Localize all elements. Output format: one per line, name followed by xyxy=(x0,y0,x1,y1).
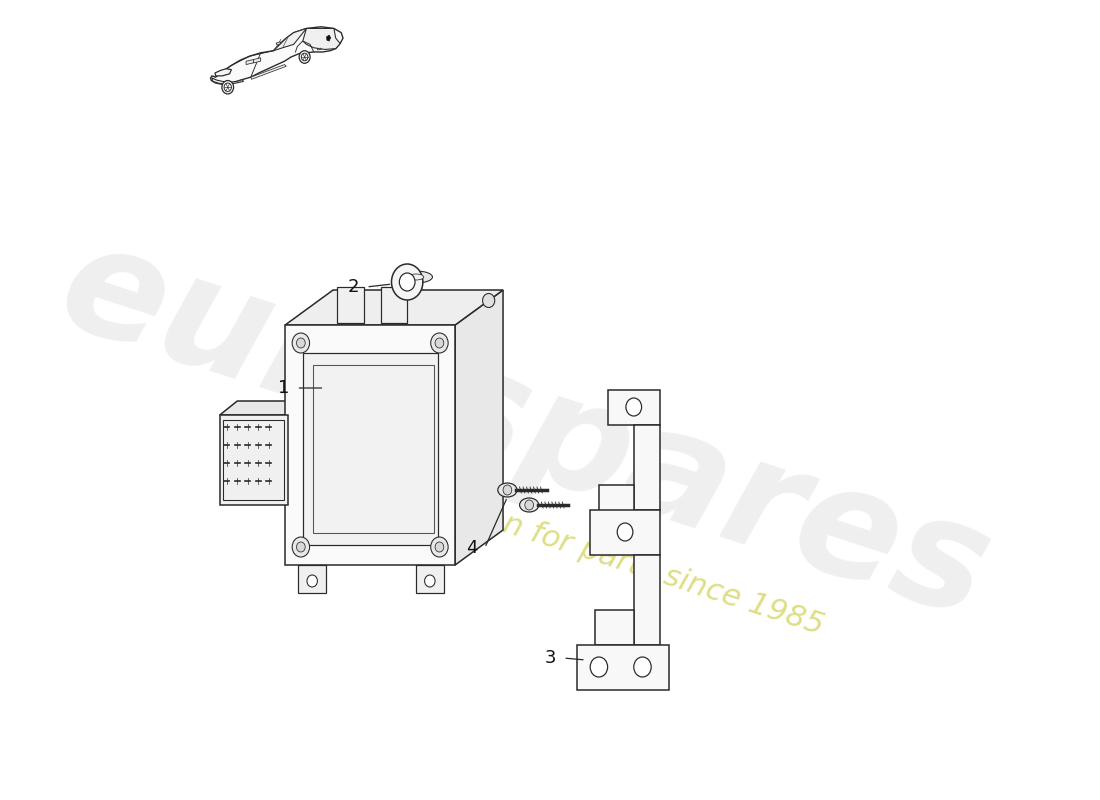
Polygon shape xyxy=(298,565,326,593)
Polygon shape xyxy=(302,353,438,545)
Polygon shape xyxy=(253,58,261,63)
Polygon shape xyxy=(212,78,243,84)
Circle shape xyxy=(483,294,495,307)
Polygon shape xyxy=(220,401,305,415)
Circle shape xyxy=(222,81,233,94)
Circle shape xyxy=(431,537,448,557)
Polygon shape xyxy=(214,69,231,76)
Polygon shape xyxy=(634,425,660,510)
Polygon shape xyxy=(302,29,340,50)
Polygon shape xyxy=(274,29,307,50)
Circle shape xyxy=(634,657,651,677)
Polygon shape xyxy=(210,26,343,84)
Circle shape xyxy=(503,485,512,495)
Polygon shape xyxy=(598,485,634,520)
Ellipse shape xyxy=(519,498,539,512)
Circle shape xyxy=(297,542,305,552)
Circle shape xyxy=(224,83,231,91)
Circle shape xyxy=(297,338,305,348)
Polygon shape xyxy=(220,415,288,505)
Circle shape xyxy=(525,500,533,510)
Polygon shape xyxy=(416,565,443,593)
Ellipse shape xyxy=(408,274,424,280)
Polygon shape xyxy=(276,42,280,46)
Circle shape xyxy=(293,333,309,353)
Circle shape xyxy=(617,523,632,541)
Polygon shape xyxy=(285,290,503,325)
Circle shape xyxy=(392,264,422,300)
Text: 2: 2 xyxy=(348,278,360,296)
Circle shape xyxy=(307,575,318,587)
Polygon shape xyxy=(285,325,455,565)
Circle shape xyxy=(626,398,641,416)
Text: eurospares: eurospares xyxy=(43,210,1008,650)
Polygon shape xyxy=(338,287,364,323)
Polygon shape xyxy=(607,390,660,425)
Polygon shape xyxy=(246,59,253,65)
Polygon shape xyxy=(578,645,669,690)
Text: 3: 3 xyxy=(544,649,557,667)
Text: 4: 4 xyxy=(466,539,477,557)
Circle shape xyxy=(293,537,309,557)
Circle shape xyxy=(425,575,436,587)
Ellipse shape xyxy=(498,483,517,497)
Polygon shape xyxy=(327,35,331,41)
Text: a passion for parts since 1985: a passion for parts since 1985 xyxy=(379,470,827,640)
Polygon shape xyxy=(381,287,407,323)
Ellipse shape xyxy=(399,271,432,283)
Circle shape xyxy=(436,542,443,552)
Polygon shape xyxy=(455,290,503,565)
Circle shape xyxy=(436,338,443,348)
Text: 1: 1 xyxy=(278,379,289,397)
Polygon shape xyxy=(591,510,660,555)
Polygon shape xyxy=(594,610,634,645)
Circle shape xyxy=(399,273,415,291)
Polygon shape xyxy=(634,555,660,645)
Circle shape xyxy=(299,50,310,63)
Polygon shape xyxy=(318,48,321,50)
Polygon shape xyxy=(288,401,305,505)
Circle shape xyxy=(591,657,607,677)
Polygon shape xyxy=(251,65,286,79)
Circle shape xyxy=(431,333,448,353)
Circle shape xyxy=(301,54,308,61)
